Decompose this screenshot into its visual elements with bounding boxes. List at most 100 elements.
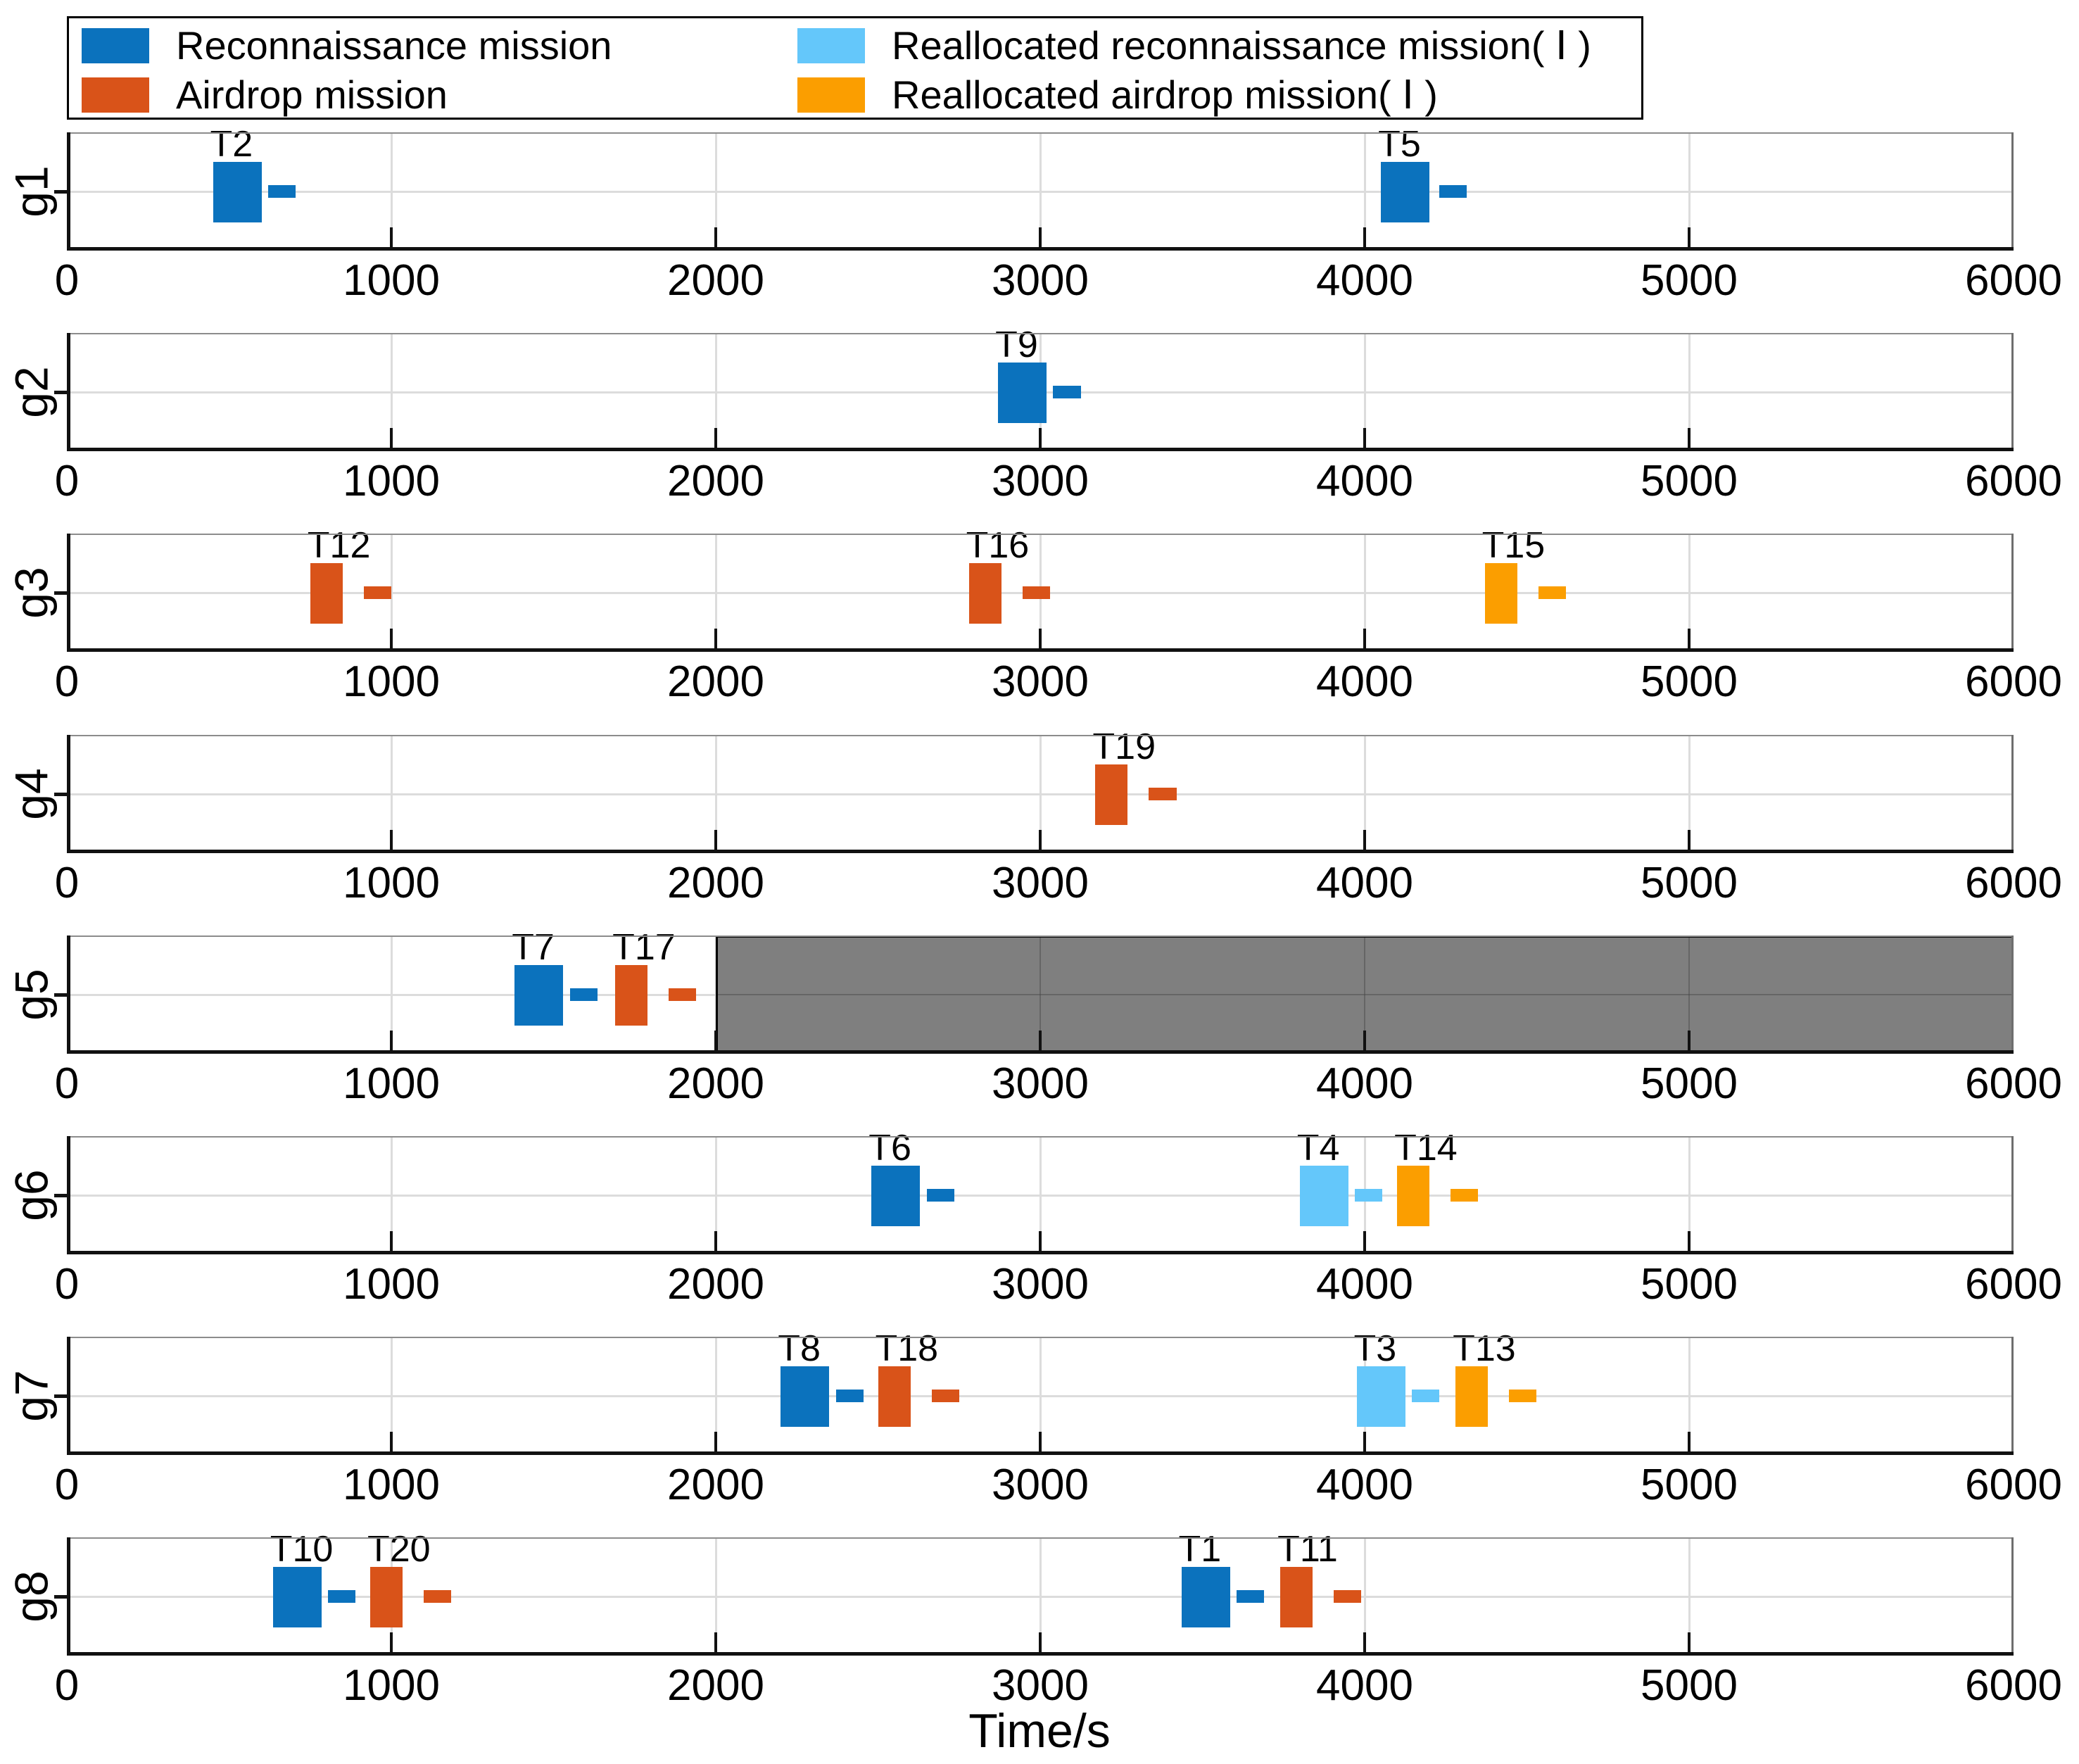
- task-T12-dash: [363, 586, 391, 599]
- frame-top: [67, 1537, 2014, 1539]
- subplot-g4: T19: [54, 729, 2014, 853]
- frame-left: [67, 1537, 70, 1656]
- x-ticklabel-g3-6000: 6000: [1965, 657, 2062, 706]
- frame-top: [67, 1136, 2014, 1138]
- x-ticklabel-g4-0: 0: [54, 859, 80, 907]
- task-T18-dash: [931, 1390, 959, 1402]
- frame-left: [67, 132, 70, 251]
- legend-label-realloc_recon: Reallocated reconnaissance mission( Ⅰ ): [892, 23, 1591, 68]
- frame-bottom: [67, 1251, 2014, 1254]
- x-ticklabel-g1-4000: 4000: [1316, 256, 1413, 305]
- x-ticklabel-g3-1000: 1000: [343, 657, 440, 706]
- x-ticklabel-g4-6000: 6000: [1965, 859, 2062, 907]
- x-tickmark-1000: [390, 1031, 393, 1050]
- legend-swatch-recon: [82, 28, 149, 63]
- frame-top: [67, 935, 2014, 937]
- x-tickmark-2000: [714, 1432, 717, 1451]
- x-ticklabel-g7-2000: 2000: [667, 1461, 764, 1509]
- x-tickmark-4000: [1363, 428, 1366, 448]
- legend-entry-realloc_airdrop: Reallocated airdrop mission( Ⅰ ): [797, 74, 1438, 116]
- x-ticklabel-g5-3000: 3000: [992, 1059, 1089, 1108]
- legend-label-airdrop: Airdrop mission: [176, 73, 448, 117]
- x-tickmark-5000: [1688, 830, 1691, 850]
- x-ticklabel-g1-0: 0: [54, 256, 80, 305]
- subplot-g5: T7 T17: [54, 929, 2014, 1054]
- x-ticklabel-g1-3000: 3000: [992, 256, 1089, 305]
- task-T8-marker: [781, 1366, 830, 1427]
- x-ticklabel-g8-4000: 4000: [1316, 1661, 1413, 1710]
- frame-top: [67, 534, 2014, 535]
- task-T20-dash: [424, 1590, 452, 1603]
- subplot-g1: T2 T5: [54, 126, 2014, 251]
- frame-right: [2011, 1537, 2014, 1656]
- task-T5-dash: [1439, 185, 1467, 198]
- x-tickmark-1000: [390, 1231, 393, 1251]
- x-tickmark-5000: [1688, 1632, 1691, 1652]
- x-ticklabel-g2-4000: 4000: [1316, 457, 1413, 505]
- x-ticklabel-g7-3000: 3000: [992, 1461, 1089, 1509]
- x-ticklabel-g2-3000: 3000: [992, 457, 1089, 505]
- x-tickmark-3000: [1039, 1432, 1042, 1451]
- frame-left: [67, 1337, 70, 1455]
- task-T10-dash: [328, 1590, 356, 1603]
- y-tickmark: [54, 189, 67, 194]
- x-tickmark-3000: [1039, 830, 1042, 850]
- row-label-g8: g8: [5, 1570, 58, 1623]
- x-ticklabel-g3-2000: 2000: [667, 657, 764, 706]
- x-axis-title: Time/s: [968, 1704, 1111, 1758]
- x-ticklabel-g6-4000: 4000: [1316, 1260, 1413, 1309]
- task-T4-label: T4: [1296, 1128, 1340, 1168]
- subplot-g7: T8 T18 T3 T13: [54, 1330, 2014, 1455]
- x-tickmark-5000: [1688, 1432, 1691, 1451]
- x-tickmark-1000: [390, 428, 393, 448]
- subplot-g6: T6 T4 T14: [54, 1130, 2014, 1254]
- x-tickmark-4000: [1363, 1432, 1366, 1451]
- task-T5-label: T5: [1378, 124, 1421, 165]
- row-label-g6: g6: [5, 1169, 58, 1221]
- x-tickmark-3000: [1039, 227, 1042, 247]
- task-T1-marker: [1181, 1567, 1230, 1627]
- legend: Reconnaissance mission Airdrop mission Rea…: [67, 16, 1643, 120]
- task-T14-label: T14: [1394, 1128, 1458, 1168]
- task-T13-label: T13: [1453, 1328, 1516, 1369]
- x-ticklabel-g2-0: 0: [54, 457, 80, 505]
- x-ticklabel-g1-5000: 5000: [1641, 256, 1738, 305]
- frame-left: [67, 333, 70, 451]
- frame-bottom: [67, 1451, 2014, 1455]
- x-ticklabel-g3-0: 0: [54, 657, 80, 706]
- task-T13-dash: [1509, 1390, 1537, 1402]
- x-ticklabel-g7-1000: 1000: [343, 1461, 440, 1509]
- x-tickmark-3000: [1039, 428, 1042, 448]
- row-label-g2: g2: [5, 366, 58, 418]
- legend-entry-airdrop: Airdrop mission: [82, 73, 448, 117]
- task-T6-label: T6: [868, 1128, 911, 1168]
- x-ticklabel-g5-0: 0: [54, 1059, 80, 1108]
- frame-bottom: [67, 247, 2014, 251]
- x-ticklabel-g8-3000: 3000: [992, 1661, 1089, 1710]
- x-ticklabel-g8-1000: 1000: [343, 1661, 440, 1710]
- x-ticklabel-g5-5000: 5000: [1641, 1059, 1738, 1108]
- frame-left: [67, 534, 70, 652]
- frame-left: [67, 935, 70, 1054]
- x-ticklabel-g6-2000: 2000: [667, 1260, 764, 1309]
- y-tickmark: [54, 993, 67, 997]
- frame-right: [2011, 735, 2014, 853]
- frame-right: [2011, 333, 2014, 451]
- x-ticklabel-g6-0: 0: [54, 1260, 80, 1309]
- task-T7-dash: [569, 988, 598, 1001]
- gridline-mid: [67, 1595, 2014, 1598]
- task-T2-dash: [267, 185, 296, 198]
- task-T5-marker: [1381, 162, 1430, 222]
- x-tickmark-2000: [714, 1031, 717, 1050]
- frame-right: [2011, 935, 2014, 1054]
- task-T16-marker: [968, 563, 1001, 624]
- task-T3-dash: [1411, 1390, 1439, 1402]
- x-tickmark-2000: [714, 830, 717, 850]
- legend-label-recon: Reconnaissance mission: [176, 23, 612, 68]
- task-T11-label: T11: [1277, 1529, 1338, 1570]
- x-ticklabel-g5-2000: 2000: [667, 1059, 764, 1108]
- x-ticklabel-g6-5000: 5000: [1641, 1260, 1738, 1309]
- task-T16-dash: [1022, 586, 1050, 599]
- legend-swatch-realloc_recon: [797, 28, 865, 63]
- x-ticklabel-g7-4000: 4000: [1316, 1461, 1413, 1509]
